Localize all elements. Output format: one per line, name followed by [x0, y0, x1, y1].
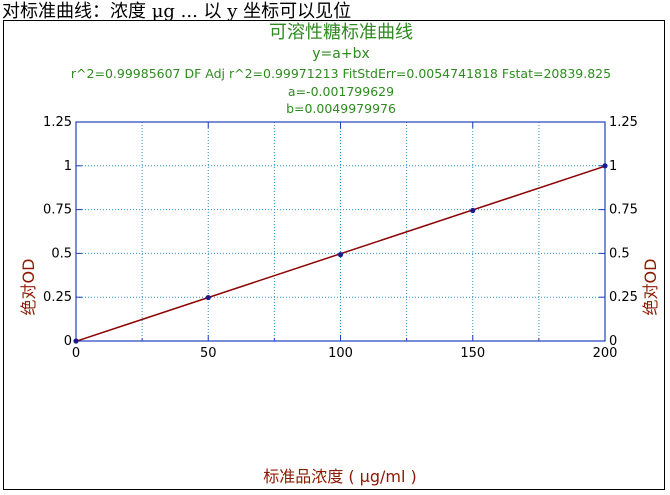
chart-equation: y=a+bx [312, 46, 370, 62]
data-layer [73, 163, 608, 344]
chart-frame [3, 20, 665, 490]
y-axis-label: 绝对OD [19, 259, 38, 316]
y-tick-label-right: 0.75 [609, 203, 638, 218]
y-tick-label-right: 1 [609, 159, 617, 174]
chart-coef-a: a=-0.001799629 [288, 84, 394, 99]
x-tick-label: 0 [72, 346, 80, 361]
axes-layer: 0 50 100 150 20000.250.50.7511.2500.250.50.7… [43, 115, 638, 361]
y-tick-label-right: 1.25 [609, 115, 638, 130]
y-axis-label-right: 绝对OD [641, 259, 660, 316]
x-tick-label: 50 [200, 346, 217, 361]
y-tick-label-right: 0 [609, 334, 617, 349]
chart-stats: r^2=0.99985607 DF Adj r^2=0.99971213 Fit… [71, 66, 611, 81]
data-point [337, 252, 344, 258]
x-tick-label: 150 [460, 346, 485, 361]
y-tick-label: 0 [64, 334, 72, 349]
data-point [602, 163, 608, 169]
x-tick-label: 100 [328, 346, 353, 361]
x-tick-label: 200 [593, 346, 618, 361]
chart-coef-b: b=0.0049979976 [286, 101, 396, 116]
y-tick-label: 0.25 [43, 290, 72, 305]
grid-layer [76, 122, 605, 341]
data-point [470, 207, 476, 214]
y-tick-label-right: 0.25 [609, 290, 638, 305]
y-tick-label: 1.25 [43, 115, 72, 130]
caption-text: 对标准曲线：浓度 μg ... 以 y 坐标可以见位 [2, 1, 352, 22]
data-point [205, 294, 211, 301]
chart-title: 可溶性糖标准曲线 [269, 22, 413, 43]
data-point [73, 338, 79, 344]
y-tick-label-right: 0.5 [609, 246, 630, 261]
x-axis-label: 标准品浓度 ( μg/ml ) [263, 467, 417, 486]
y-tick-label: 0.75 [43, 203, 72, 218]
y-tick-label: 1 [64, 159, 72, 174]
y-tick-label: 0.5 [51, 246, 72, 261]
